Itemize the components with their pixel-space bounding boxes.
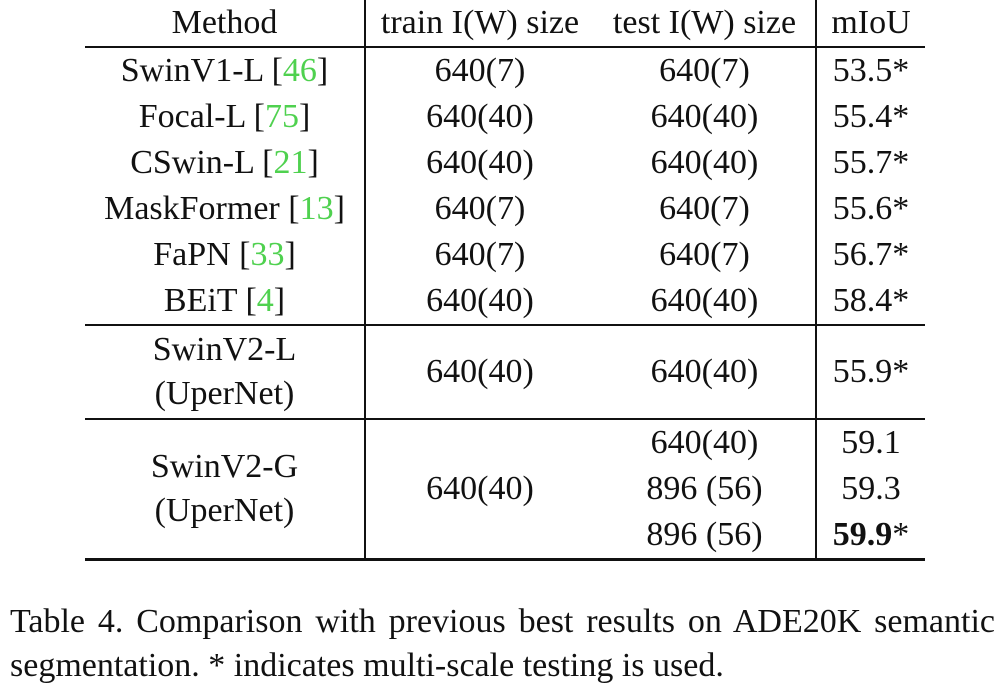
citation-link[interactable]: 21 (273, 144, 308, 181)
test-size-cell: 640(7) (659, 190, 750, 227)
train-size-cell: 640(7) (364, 186, 594, 232)
method-variant: (UperNet) (154, 492, 295, 529)
test-size-cell: 896 (56) (646, 516, 763, 553)
miou-cell: 55.7* (815, 140, 925, 186)
results-table: Method train I(W) size test I(W) size mI… (85, 0, 925, 558)
multi-scale-marker: * (892, 516, 910, 553)
train-size-cell: 640(40) (364, 324, 594, 419)
test-size-cell: 640(40) (650, 98, 759, 135)
method-cell: BEiT [4] (163, 282, 286, 319)
miou-cell: 58.4* (815, 278, 925, 325)
method-cell: SwinV2-G (UperNet) (85, 418, 365, 558)
table-row-swinv2-l: SwinV2-L (UperNet) 640(40) 640(40) 55.9* (85, 324, 925, 419)
citation-link[interactable]: 4 (256, 282, 274, 319)
table-row-swinv2-g: SwinV2-G (UperNet) 640(40) 640(40) 59.1 (85, 418, 925, 558)
citation-link[interactable]: 46 (282, 52, 317, 89)
method-name: BEiT (163, 282, 237, 319)
miou-cell: 53.5* (815, 47, 925, 94)
miou-cell: 55.6* (815, 186, 925, 232)
method-name: CSwin-L (130, 144, 254, 181)
train-size-cell: 640(40) (364, 418, 594, 558)
test-size-cell: 640(40) (650, 144, 759, 181)
miou-cell: 59.9* (815, 512, 925, 558)
table-row: Focal-L [75] 640(40) 640(40) 55.4* (85, 94, 925, 140)
method-name: MaskFormer (104, 190, 280, 227)
method-cell: FaPN [33] (153, 236, 296, 273)
header-method: Method (85, 0, 365, 48)
method-name: SwinV2-L (152, 331, 297, 368)
method-cell: Focal-L [75] (138, 98, 311, 135)
miou-cell: 55.9* (815, 324, 925, 419)
method-name: SwinV2-G (150, 448, 299, 485)
method-cell: CSwin-L [21] (130, 144, 319, 181)
table-row: CSwin-L [21] 640(40) 640(40) 55.7* (85, 140, 925, 186)
miou-cell: 55.4* (815, 94, 925, 140)
method-cell: SwinV1-L [46] (120, 52, 329, 89)
header-test-size: test I(W) size (594, 0, 816, 48)
table-row: BEiT [4] 640(40) 640(40) 58.4* (85, 278, 925, 325)
method-name: FaPN (153, 236, 231, 273)
test-size-cell: 640(40) (594, 418, 816, 466)
method-cell: MaskFormer [13] (104, 190, 345, 227)
table-row-swinv2-g-sub: 896 (56) 59.3 (85, 466, 925, 512)
table-row-swinv2-g-sub: 896 (56) 59.9* (85, 512, 925, 558)
table-row: FaPN [33] 640(7) 640(7) 56.7* (85, 232, 925, 278)
test-size-cell: 640(40) (650, 282, 759, 319)
miou-cell: 59.3 (815, 466, 925, 512)
method-variant: (UperNet) (154, 375, 295, 412)
train-size-cell: 640(40) (364, 140, 594, 186)
miou-cell: 56.7* (815, 232, 925, 278)
method-name: Focal-L (138, 98, 246, 135)
train-size-cell: 640(7) (364, 232, 594, 278)
test-size-cell: 896 (56) (646, 470, 763, 507)
miou-best-value: 59.9 (832, 516, 893, 553)
test-size-cell: 640(7) (659, 52, 750, 89)
header-train-size: train I(W) size (364, 0, 594, 48)
results-table-container: Method train I(W) size test I(W) size mI… (85, 0, 925, 561)
method-name: SwinV1-L (120, 52, 264, 89)
train-size-cell: 640(40) (364, 278, 594, 325)
table-row: MaskFormer [13] 640(7) 640(7) 55.6* (85, 186, 925, 232)
table-row: SwinV1-L [46] 640(7) 640(7) 53.5* (85, 47, 925, 94)
table-caption: Table 4. Comparison with previous best r… (10, 603, 995, 684)
table-header-row: Method train I(W) size test I(W) size mI… (85, 0, 925, 48)
citation-link[interactable]: 75 (264, 98, 299, 135)
test-size-cell: 640(40) (594, 324, 816, 419)
miou-cell: 59.1 (815, 418, 925, 466)
citation-link[interactable]: 33 (250, 236, 285, 273)
train-size-cell: 640(7) (364, 47, 594, 94)
train-size-cell: 640(40) (364, 94, 594, 140)
citation-link[interactable]: 13 (299, 190, 334, 227)
method-cell: SwinV2-L (UperNet) (85, 324, 365, 419)
test-size-cell: 640(7) (659, 236, 750, 273)
header-miou: mIoU (815, 0, 925, 48)
